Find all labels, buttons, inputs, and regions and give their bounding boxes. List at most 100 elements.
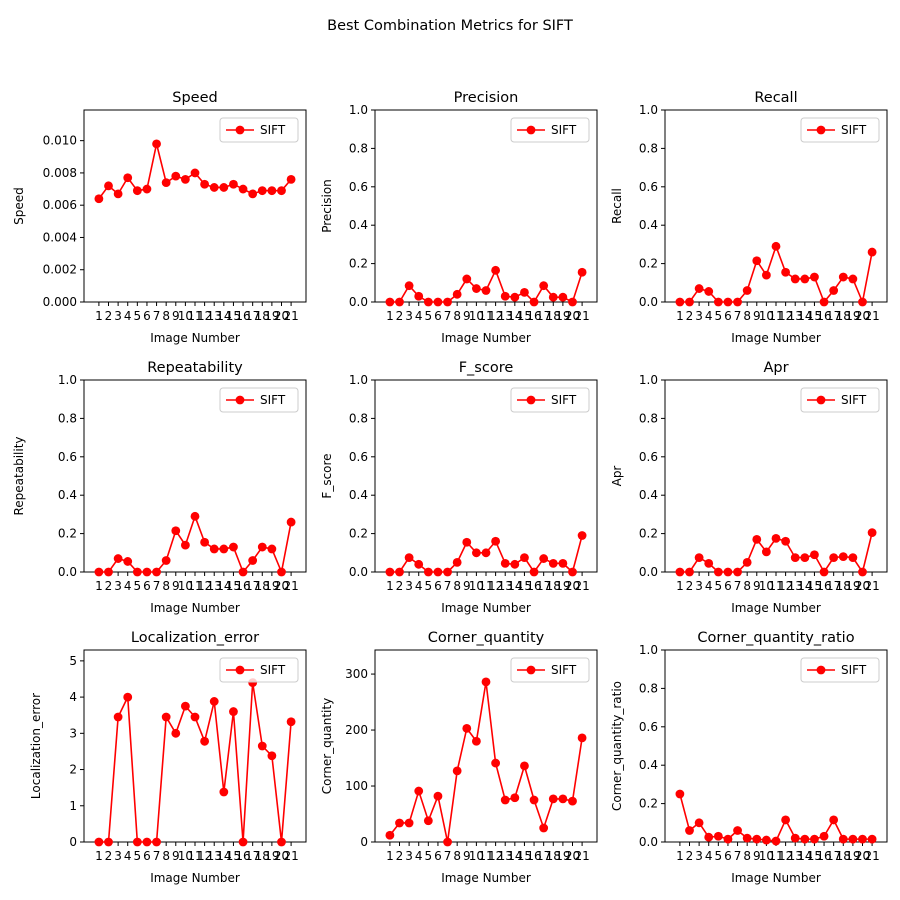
data-point bbox=[171, 171, 181, 181]
y-axis-label: Apr bbox=[610, 466, 624, 487]
subplot-title: Corner_quantity bbox=[428, 630, 545, 646]
data-point bbox=[277, 837, 286, 847]
x-tick-label: 19 bbox=[264, 309, 279, 323]
x-tick-label: 5 bbox=[134, 309, 142, 323]
series-line bbox=[98, 681, 292, 843]
data-point bbox=[781, 267, 791, 277]
x-tick-label: 15 bbox=[807, 309, 822, 323]
legend-box bbox=[219, 657, 299, 683]
data-point bbox=[577, 733, 587, 743]
data-point bbox=[152, 139, 161, 149]
data-point bbox=[848, 834, 858, 844]
x-tick-label: 20 bbox=[274, 579, 289, 593]
x-tick-label: 16 bbox=[235, 849, 250, 863]
x-tick-label: 16 bbox=[816, 309, 831, 323]
data-point bbox=[238, 184, 248, 194]
x-tick-label: 1 bbox=[386, 309, 394, 323]
legend-box bbox=[219, 387, 299, 413]
data-point bbox=[452, 766, 462, 776]
x-tick-label: 17 bbox=[245, 849, 260, 863]
data-point bbox=[113, 712, 123, 722]
x-axis-label: Image Number bbox=[441, 871, 531, 885]
data-point bbox=[510, 292, 520, 302]
x-tick-label: 6 bbox=[434, 309, 442, 323]
x-tick-label: 1 bbox=[95, 849, 103, 863]
data-point bbox=[742, 558, 752, 567]
x-tick-label: 7 bbox=[734, 579, 742, 593]
y-tick-label: 0.6 bbox=[349, 180, 368, 194]
y-tick-label: 5 bbox=[69, 654, 77, 668]
x-tick-label: 5 bbox=[715, 309, 723, 323]
x-tick-label: 18 bbox=[255, 579, 270, 593]
y-tick-label: 0.0 bbox=[639, 295, 658, 309]
x-tick-label: 8 bbox=[162, 309, 170, 323]
y-tick-label: 1.0 bbox=[58, 373, 77, 387]
x-tick-label: 5 bbox=[425, 849, 433, 863]
data-point bbox=[500, 795, 510, 805]
x-tick-label: 1 bbox=[386, 849, 394, 863]
y-tick-label: 1.0 bbox=[349, 103, 368, 117]
data-point bbox=[462, 537, 472, 547]
legend-marker bbox=[235, 665, 245, 675]
x-tick-label: 8 bbox=[162, 579, 170, 593]
x-tick-label: 15 bbox=[807, 849, 822, 863]
data-point bbox=[190, 168, 200, 178]
legend: SIFT bbox=[219, 117, 299, 143]
data-point bbox=[113, 189, 123, 199]
subplot-title: Speed bbox=[172, 90, 217, 106]
x-tick-label: 19 bbox=[264, 849, 279, 863]
data-point bbox=[471, 736, 481, 746]
data-point bbox=[558, 558, 568, 568]
x-tick-label: 2 bbox=[105, 849, 113, 863]
data-point bbox=[257, 186, 267, 196]
data-point bbox=[529, 795, 539, 805]
y-tick-label: 0.4 bbox=[639, 758, 658, 772]
x-tick-label: 20 bbox=[274, 309, 289, 323]
data-point bbox=[819, 831, 829, 841]
x-tick-label: 10 bbox=[759, 849, 774, 863]
x-tick-label: 11 bbox=[187, 309, 202, 323]
y-tick-label: 2 bbox=[69, 763, 77, 777]
data-point bbox=[423, 297, 433, 307]
data-point bbox=[568, 567, 577, 577]
y-tick-label: 1 bbox=[69, 799, 77, 813]
legend: SIFT bbox=[510, 387, 590, 413]
x-tick-label: 4 bbox=[415, 849, 423, 863]
data-point bbox=[404, 553, 414, 562]
x-axis-label: Image Number bbox=[150, 871, 240, 885]
data-point bbox=[200, 179, 210, 189]
y-axis-label: Speed bbox=[12, 187, 26, 225]
x-tick-label: 3 bbox=[695, 309, 703, 323]
x-tick-label: 18 bbox=[836, 309, 851, 323]
y-axis-label: Corner_quantity bbox=[320, 698, 334, 794]
y-tick-label: 0.2 bbox=[349, 257, 368, 271]
x-axis-label: Image Number bbox=[441, 601, 531, 615]
data-point bbox=[761, 835, 771, 845]
data-point bbox=[113, 554, 123, 563]
x-tick-label: 9 bbox=[463, 849, 471, 863]
data-point bbox=[161, 556, 171, 565]
y-tick-label: 200 bbox=[345, 723, 368, 737]
data-point bbox=[385, 297, 395, 307]
data-point bbox=[577, 531, 587, 540]
y-tick-label: 0.0 bbox=[349, 565, 368, 579]
x-tick-label: 2 bbox=[396, 849, 404, 863]
x-tick-label: 20 bbox=[274, 849, 289, 863]
x-tick-label: 6 bbox=[724, 309, 732, 323]
y-tick-label: 0.2 bbox=[58, 527, 77, 541]
subplot-title: Localization_error bbox=[131, 630, 259, 646]
legend-marker bbox=[526, 395, 536, 405]
x-tick-label: 19 bbox=[264, 579, 279, 593]
x-axis-label: Image Number bbox=[731, 601, 821, 615]
x-tick-label: 13 bbox=[498, 579, 513, 593]
data-point bbox=[761, 270, 771, 280]
x-tick-label: 1 bbox=[676, 849, 684, 863]
y-axis-label: Precision bbox=[320, 179, 334, 233]
x-tick-label: 19 bbox=[555, 309, 570, 323]
y-axis-label: Repeatability bbox=[12, 436, 26, 515]
data-point bbox=[277, 186, 286, 196]
data-point bbox=[558, 292, 568, 302]
